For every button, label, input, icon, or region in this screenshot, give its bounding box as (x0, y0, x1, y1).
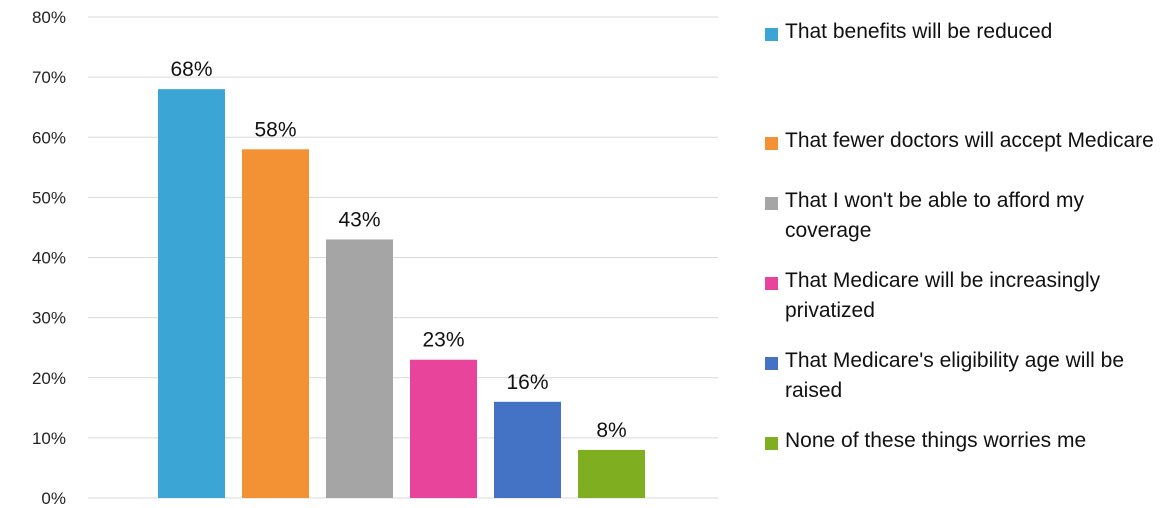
y-tick-label: 80% (32, 8, 66, 27)
y-tick-label: 60% (32, 128, 66, 147)
y-tick-label: 50% (32, 188, 66, 207)
bar (242, 149, 309, 498)
y-tick-label: 40% (32, 249, 66, 268)
bar (578, 449, 645, 498)
legend-item: That Medicare's eligibility age will be … (765, 346, 1155, 406)
data-label: 68% (170, 58, 212, 81)
legend-label: That I won't be able to afford my covera… (785, 189, 1084, 242)
data-label: 43% (338, 208, 380, 231)
legend-label: None of these things worries me (785, 429, 1087, 452)
y-tick-label: 0% (41, 489, 66, 508)
legend-swatch (765, 277, 778, 290)
y-tick-label: 10% (32, 429, 66, 448)
y-tick-label: 30% (32, 309, 66, 328)
y-tick-label: 70% (32, 68, 66, 87)
data-label: 8% (596, 419, 626, 442)
legend-swatch (765, 28, 778, 41)
data-label: 16% (506, 371, 548, 394)
bar (410, 359, 477, 498)
bar (494, 401, 561, 498)
bar (158, 89, 225, 499)
legend-item: That fewer doctors will accept Medicare (765, 126, 1155, 156)
data-label: 23% (422, 329, 464, 352)
y-tick-label: 20% (32, 369, 66, 388)
legend-label: That Medicare will be increasingly priva… (785, 269, 1101, 322)
legend-item: That benefits will be reduced (765, 17, 1155, 47)
legend-swatch (765, 197, 778, 210)
legend-swatch (765, 137, 778, 150)
legend-item: That Medicare will be increasingly priva… (765, 266, 1155, 326)
legend-label: That benefits will be reduced (785, 20, 1053, 43)
legend-swatch (765, 437, 778, 450)
legend-swatch (765, 357, 778, 370)
legend-label: That fewer doctors will accept Medicare (785, 129, 1154, 152)
legend-item: That I won't be able to afford my covera… (765, 186, 1155, 246)
data-label: 58% (254, 118, 296, 141)
legend-label: That Medicare's eligibility age will be … (785, 349, 1124, 402)
legend-item: None of these things worries me (765, 426, 1155, 456)
bar-chart-plot: 0% 10% 20% 30% 40% 50% 60% 70% 80% 68% 58% 43% 23% 16… (32, 8, 718, 508)
bar (326, 239, 393, 498)
